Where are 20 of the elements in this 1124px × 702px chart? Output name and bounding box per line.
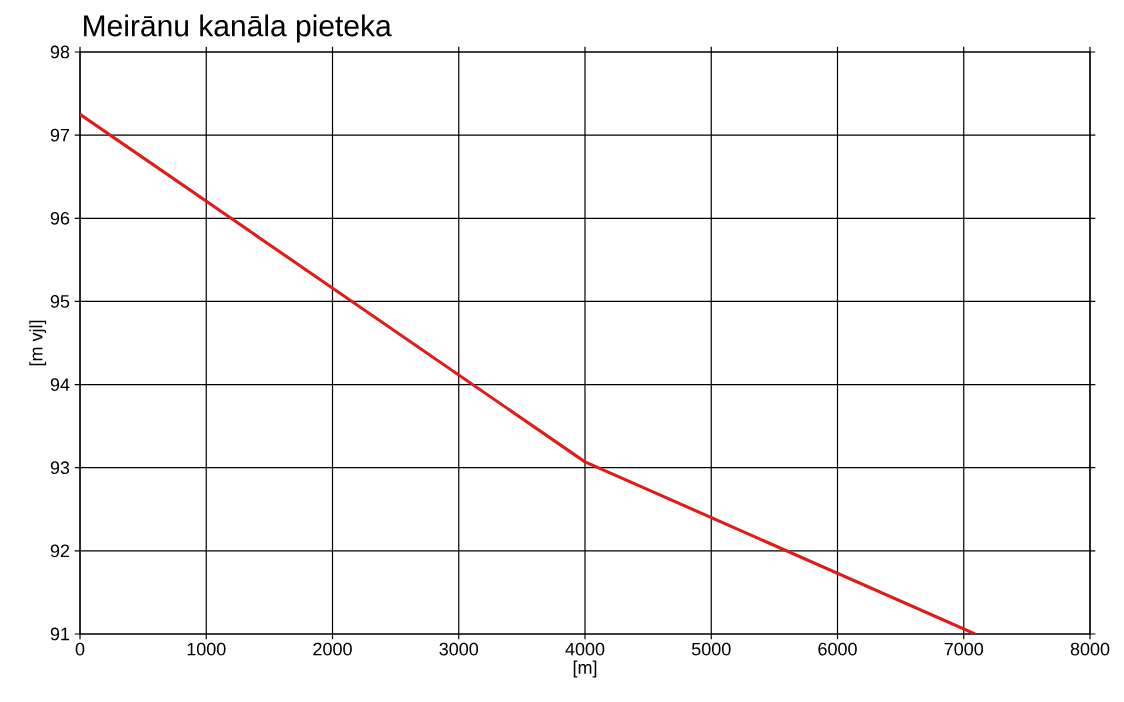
x-tick-label: 8000 xyxy=(1070,642,1110,656)
x-tick-label: 7000 xyxy=(944,642,984,656)
x-tick-label: 5000 xyxy=(691,642,731,656)
x-tick-label: 1000 xyxy=(187,642,226,656)
x-tick-label: 2000 xyxy=(313,642,352,656)
chart-title: Meirānu kanāla pieteka xyxy=(84,14,392,43)
y-tick-label: 97 xyxy=(50,128,70,142)
y-tick-label: 98 xyxy=(50,45,70,59)
x-tick-label: 0 xyxy=(75,642,85,656)
y-tick-label: 93 xyxy=(50,461,70,475)
y-axis-title: [m vjl] xyxy=(29,320,47,366)
x-tick-label: 3000 xyxy=(439,642,479,656)
y-tick-label: 92 xyxy=(50,544,70,558)
y-tick-label: 96 xyxy=(50,211,70,225)
x-tick-label: 4000 xyxy=(565,642,605,656)
x-tick-label: 6000 xyxy=(818,642,857,656)
y-tick-label: 91 xyxy=(50,627,70,641)
y-tick-label: 94 xyxy=(50,378,70,391)
x-axis-title: [m] xyxy=(573,660,597,678)
y-tick-label: 95 xyxy=(50,295,70,308)
